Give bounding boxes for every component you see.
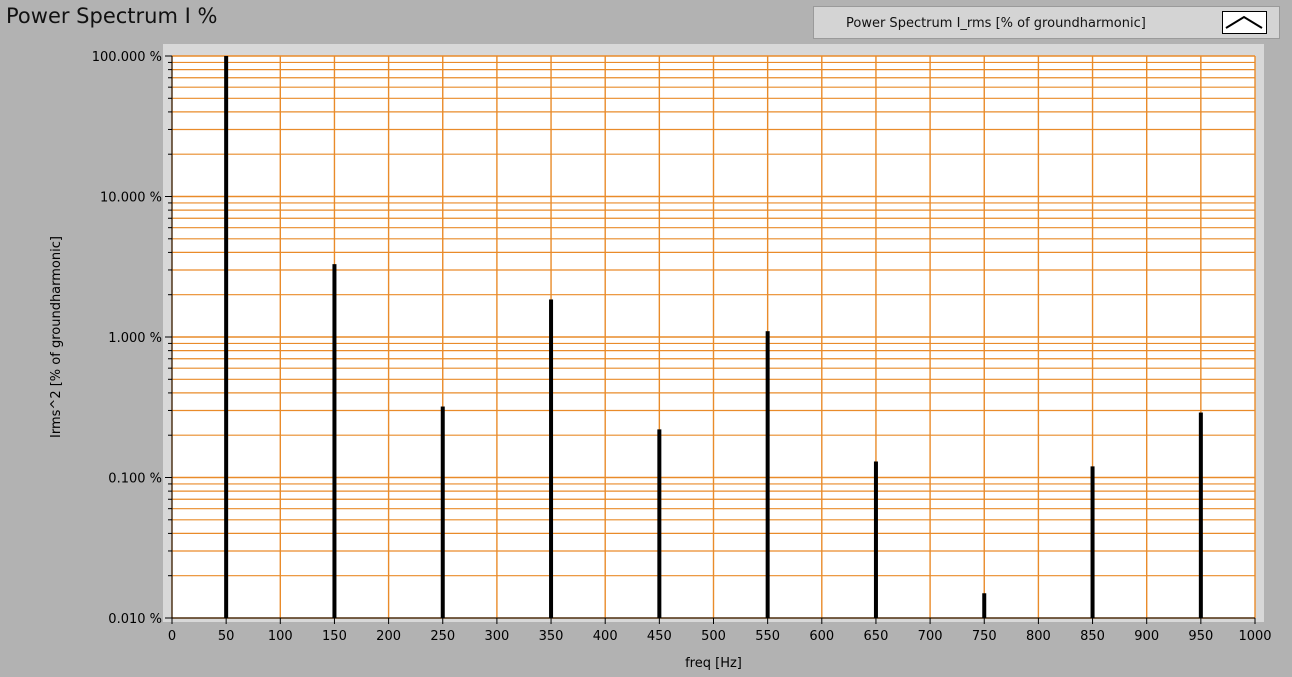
spectrum-bar <box>332 264 336 618</box>
x-tick-label: 850 <box>1080 629 1105 644</box>
x-tick-label: 500 <box>701 629 726 644</box>
y-tick-label: 1.000 % <box>108 331 162 346</box>
x-tick-label: 100 <box>268 629 293 644</box>
x-tick-label: 700 <box>918 629 943 644</box>
spectrum-bar <box>766 331 770 618</box>
x-tick-label: 750 <box>972 629 997 644</box>
x-tick-label: 300 <box>484 629 509 644</box>
spectrum-bar <box>657 429 661 618</box>
x-tick-label: 200 <box>376 629 401 644</box>
x-tick-label: 1000 <box>1238 629 1271 644</box>
x-tick-label: 350 <box>539 629 564 644</box>
x-tick-label: 600 <box>809 629 834 644</box>
x-tick-label: 450 <box>647 629 672 644</box>
y-tick-label: 0.010 % <box>108 612 162 627</box>
x-axis-ticks: 0 50 100 150 200 250 300 350 400 450 500 550 600 650 7… <box>168 618 1272 644</box>
spectrum-bar <box>1199 413 1203 618</box>
y-axis-label: Irms^2 [% of groundharmonic] <box>49 236 64 438</box>
x-tick-label: 550 <box>755 629 780 644</box>
spectrum-bar <box>1091 466 1095 618</box>
x-tick-label: 0 <box>168 629 176 644</box>
x-axis-label: freq [Hz] <box>685 656 742 671</box>
x-tick-label: 900 <box>1134 629 1159 644</box>
y-tick-label: 100.000 % <box>92 50 162 65</box>
spectrum-bar <box>549 299 553 618</box>
spectrum-bar <box>224 56 228 618</box>
x-tick-label: 150 <box>322 629 347 644</box>
y-tick-label: 0.100 % <box>108 472 162 487</box>
x-tick-label: 800 <box>1026 629 1051 644</box>
x-tick-label: 250 <box>430 629 455 644</box>
y-tick-label: 10.000 % <box>100 191 162 206</box>
x-tick-label: 50 <box>218 629 235 644</box>
x-tick-label: 650 <box>864 629 889 644</box>
spectrum-bar <box>441 407 445 618</box>
x-tick-label: 400 <box>593 629 618 644</box>
x-tick-label: 950 <box>1188 629 1213 644</box>
spectrum-bar <box>982 593 986 618</box>
spectrum-bar <box>874 461 878 618</box>
y-axis-ticks: 0.010 % 0.100 % 1.000 % 10.000 % 100.000 % <box>92 50 172 627</box>
